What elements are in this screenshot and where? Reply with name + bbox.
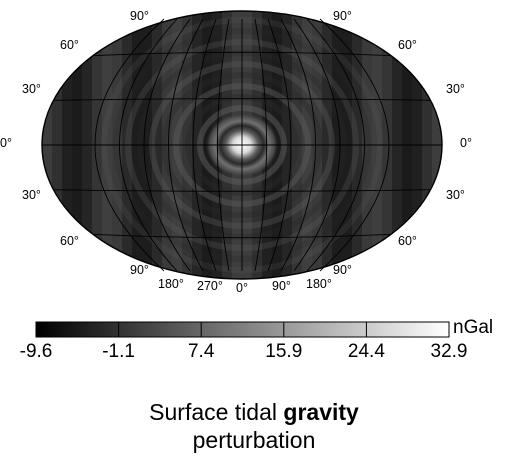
lat-label-left: 90° xyxy=(130,263,149,277)
meridian-line xyxy=(293,18,341,272)
colorbar-tick-label: 24.4 xyxy=(348,341,385,362)
lon-label-bottom: 180° xyxy=(158,277,184,291)
lat-label-left: 60° xyxy=(60,38,79,52)
global-map: 90° 60° 30° 0° 30° 60° 90° 90° 60° 30° 0° 30° 60° 90°… xyxy=(0,9,472,295)
field-band xyxy=(432,11,442,279)
colorbar-tick-label: -1.1 xyxy=(102,341,135,362)
map-border xyxy=(41,10,443,280)
map-canvas: 90° 60° 30° 0° 30° 60° 90° 90° 60° 30° 0° 30° 60° 90°… xyxy=(0,9,472,295)
lat-label-right: 30° xyxy=(446,188,465,202)
meridian-line xyxy=(280,18,316,272)
lat-label-right: 90° xyxy=(333,263,352,277)
field-band xyxy=(92,11,103,279)
meridian-line xyxy=(217,18,230,272)
meridian-line xyxy=(168,18,204,272)
colorbar-tick-label: 15.9 xyxy=(265,341,302,362)
field-band xyxy=(422,11,433,279)
meridian-line xyxy=(267,18,292,272)
meridian-line xyxy=(306,18,365,272)
colorbar-tick-label: 32.9 xyxy=(431,341,468,362)
caption-prefix: Surface tidal xyxy=(149,399,284,425)
meridian-line xyxy=(94,18,165,272)
lat-label-right: 30° xyxy=(446,82,465,96)
colorbar-tick-label: -9.6 xyxy=(20,341,53,362)
meridian-line xyxy=(254,18,267,272)
lon-label-bottom: 90° xyxy=(272,279,291,293)
lat-label-left: 0° xyxy=(0,136,12,150)
colorbar-ticks: -9.6 -1.1 7.4 15.9 24.4 32.9 xyxy=(20,322,468,362)
meridian-line xyxy=(192,18,217,272)
meridian-line xyxy=(143,18,191,272)
graticule xyxy=(42,18,442,272)
map-labels: 90° 60° 30° 0° 30° 60° 90° 90° 60° 30° 0° 30° 60° 90°… xyxy=(0,9,472,295)
colorbar-gradient xyxy=(35,321,450,338)
field-band xyxy=(82,11,93,279)
lat-label-right: 90° xyxy=(333,9,352,23)
meridian-line xyxy=(319,18,390,272)
meridian-line xyxy=(119,18,178,272)
colorbar: -9.6 -1.1 7.4 15.9 24.4 32.9 nGal xyxy=(0,305,508,365)
lat-label-left: 60° xyxy=(60,234,79,248)
caption-line2: perturbation xyxy=(192,427,316,453)
lat-label-left: 30° xyxy=(22,188,41,202)
field-band xyxy=(42,11,53,279)
lat-label-left: 30° xyxy=(22,82,41,96)
colorbar-unit: nGal xyxy=(453,317,493,338)
lat-label-right: 60° xyxy=(398,234,417,248)
lon-label-bottom: 180° xyxy=(306,277,332,291)
figure-caption: Surface tidal gravity perturbation xyxy=(0,398,508,454)
lon-label-bottom: 0° xyxy=(236,281,248,295)
lat-label-right: 0° xyxy=(460,136,472,150)
lon-label-bottom: 270° xyxy=(197,279,223,293)
caption-bold-word: gravity xyxy=(283,399,359,425)
colorbar-canvas: -9.6 -1.1 7.4 15.9 24.4 32.9 nGal xyxy=(20,317,494,362)
field-band xyxy=(382,11,393,279)
lat-label-left: 90° xyxy=(130,9,149,23)
colorbar-tick-label: 7.4 xyxy=(188,341,215,362)
lat-label-right: 60° xyxy=(398,38,417,52)
